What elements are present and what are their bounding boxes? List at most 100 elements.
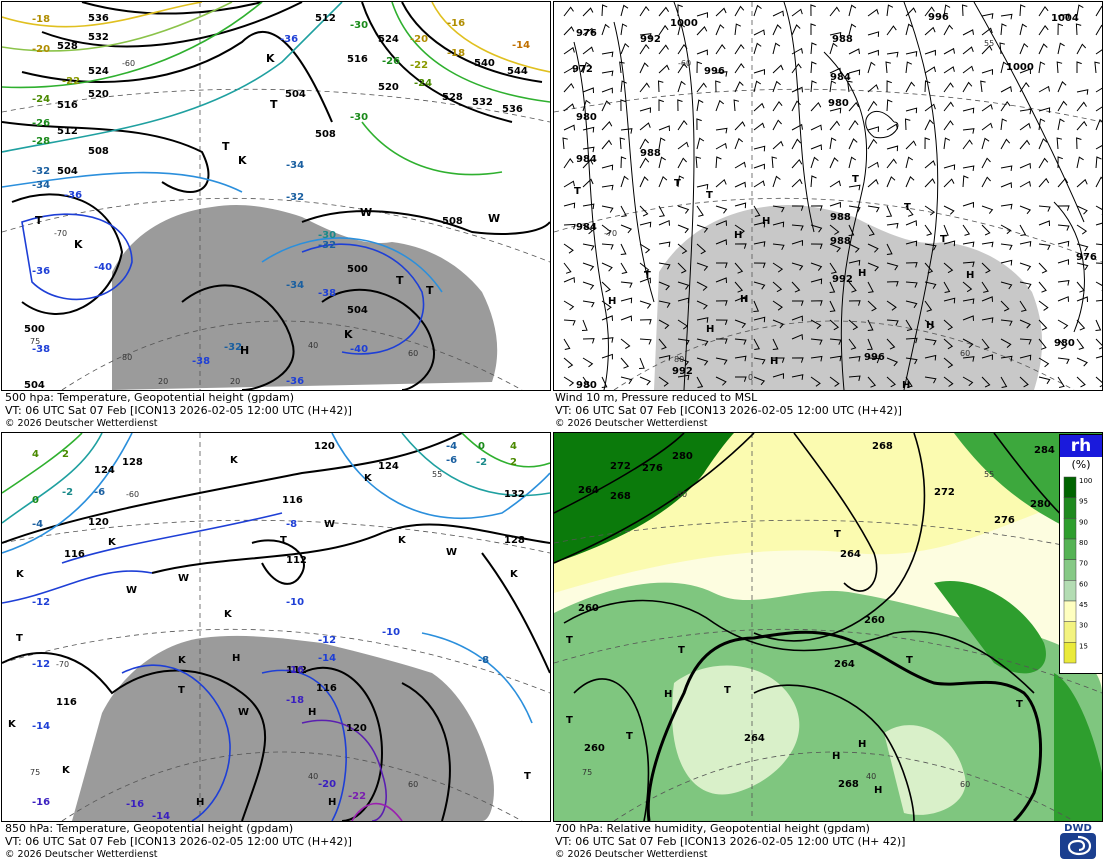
- wind-barb: [810, 101, 822, 112]
- wind-barb: [1000, 281, 1013, 290]
- wind-barb: [696, 118, 702, 131]
- wind-barb: [924, 26, 936, 36]
- wind-barb: [924, 243, 937, 251]
- coastline: [646, 630, 1042, 821]
- wind-barb: [734, 121, 746, 131]
- wind-barb: [924, 119, 934, 131]
- wind-barb: [696, 357, 709, 366]
- contour-label: 512: [57, 126, 78, 137]
- wind-barb: [1076, 296, 1088, 303]
- wind-barb: [639, 43, 650, 55]
- wind-barb: [792, 300, 804, 306]
- wind-barb: [1019, 224, 1027, 236]
- wind-barb: [981, 13, 994, 19]
- wind-barb: [924, 103, 936, 112]
- contour-label: 508: [315, 129, 336, 140]
- temp-label: -12: [32, 659, 50, 670]
- wind-barb: [1038, 85, 1050, 93]
- grid-label: -60: [674, 490, 687, 499]
- legend-swatch: [1063, 621, 1077, 643]
- wind-barb: [1000, 23, 1007, 36]
- wind-barb: [715, 80, 721, 93]
- marker-w: W: [488, 212, 500, 225]
- contour-label: 992: [832, 274, 853, 285]
- wind-barb: [715, 220, 727, 226]
- marker-h: H: [740, 294, 748, 305]
- contour-label: 124: [378, 461, 399, 472]
- contour-label: 264: [834, 659, 855, 670]
- wind-barb: [924, 354, 937, 361]
- marker-w: W: [178, 573, 189, 584]
- wind-barb: [1076, 262, 1089, 271]
- wind-barb: [658, 354, 671, 361]
- caption-copyright: © 2026 Deutscher Wetterdienst: [555, 849, 708, 860]
- wind-barb: [1076, 89, 1089, 95]
- wind-barb: [696, 262, 709, 271]
- wind-barb: [658, 64, 670, 74]
- wind-barb: [715, 156, 722, 169]
- wind-barb: [905, 140, 917, 150]
- wind-barb: [867, 100, 878, 112]
- wind-barb: [563, 276, 575, 283]
- wind-barb: [905, 262, 918, 268]
- wind-barb: [715, 205, 728, 214]
- marker-k: K: [224, 609, 233, 620]
- legend-swatch: [1063, 518, 1077, 540]
- wind-barb: [772, 338, 779, 350]
- grid-lines: [2, 2, 550, 390]
- wind-barb: [677, 338, 690, 346]
- wind-barb: [734, 161, 746, 169]
- temp-label: -34: [32, 180, 50, 191]
- wind-barb: [1038, 262, 1048, 274]
- wind-barb: [563, 262, 572, 274]
- temp-label: -32: [224, 342, 242, 353]
- wind-barb: [924, 300, 933, 312]
- caption-title: 500 hpa: Temperature, Geopotential heigh…: [5, 391, 295, 404]
- contour-label: 516: [57, 100, 78, 111]
- wind-barb: [848, 101, 860, 112]
- marker-h: H: [832, 751, 840, 762]
- wind-barb: [886, 25, 897, 36]
- wind-barb: [715, 127, 728, 134]
- contour-label: 116: [282, 495, 303, 506]
- wind-barb: [1057, 13, 1070, 20]
- marker-k: K: [266, 52, 275, 65]
- wind-barb: [1057, 240, 1070, 247]
- temp-label: -20: [32, 44, 50, 55]
- wind-barb: [943, 82, 954, 93]
- wind-barb: [734, 43, 745, 55]
- temp-label: -24: [414, 78, 432, 89]
- temperature-contours: [2, 433, 550, 821]
- temp-label: -10: [286, 597, 304, 608]
- wind-barb: [924, 224, 933, 236]
- wind-barb: [848, 23, 857, 36]
- wind-barb: [1057, 259, 1070, 265]
- marker-h: H: [608, 296, 616, 307]
- wind-barb: [772, 100, 783, 112]
- marker-t: T: [724, 685, 731, 696]
- contour-label: 128: [122, 457, 143, 468]
- wind-barb: [810, 224, 823, 233]
- wind-barb: [563, 103, 575, 112]
- legend-swatch: [1063, 580, 1077, 602]
- wind-barb: [753, 357, 766, 365]
- wind-barb: [1076, 156, 1084, 169]
- wind-barb: [1038, 43, 1048, 55]
- wind-barb: [810, 80, 817, 93]
- wind-barb: [753, 122, 765, 131]
- wind-barb: [563, 82, 575, 93]
- wind-barb: [582, 357, 594, 368]
- contour-label: 996: [704, 66, 725, 77]
- wind-barb: [886, 123, 898, 131]
- temp-label: -12: [318, 635, 336, 646]
- wind-barb: [562, 137, 568, 150]
- legend-tick: 45: [1079, 601, 1088, 609]
- wind-barb: [829, 31, 842, 38]
- contour-label: 984: [830, 72, 851, 83]
- wind-barb: [1019, 338, 1032, 345]
- wind-barb: [772, 373, 785, 379]
- wind-barb: [810, 262, 823, 271]
- wind-barb: [924, 6, 935, 17]
- contour-label: 524: [378, 34, 399, 45]
- wind-barb: [1057, 280, 1070, 286]
